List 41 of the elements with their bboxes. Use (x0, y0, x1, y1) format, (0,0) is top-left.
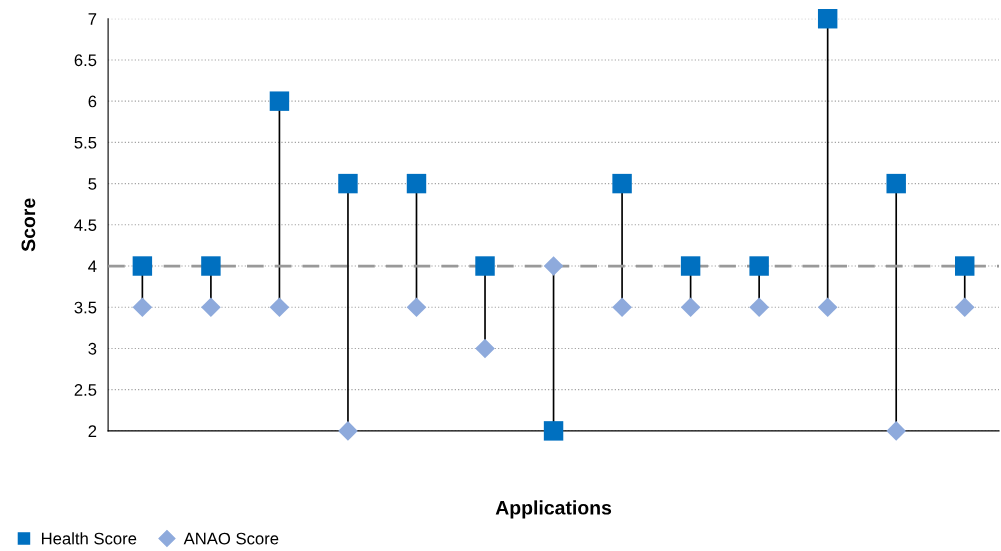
point (543, 421, 564, 441)
point (406, 297, 427, 318)
point (201, 297, 221, 318)
point (132, 256, 153, 276)
point (817, 9, 838, 29)
legend-label: ANAO Score (183, 532, 279, 545)
point (612, 173, 632, 194)
y-tick-label: 6.5 (74, 54, 97, 67)
y-tick-label: 7 (88, 13, 97, 25)
point (543, 256, 564, 276)
point (201, 256, 221, 276)
point (132, 297, 153, 318)
point (749, 297, 769, 318)
point (338, 173, 358, 194)
y-tick-label: 5 (88, 178, 97, 190)
x-axis-title: Applications (495, 500, 612, 519)
y-tick-label: 3 (88, 342, 97, 355)
point (338, 421, 358, 441)
point (680, 297, 701, 318)
point (269, 297, 290, 318)
y-tick-label: 2 (88, 425, 97, 437)
point (749, 256, 769, 276)
y-tick-label: 6 (88, 95, 97, 108)
y-tick-label: 4 (88, 260, 97, 273)
point (886, 173, 906, 194)
point (406, 173, 427, 194)
y-tick-label: 3.5 (74, 301, 97, 314)
point (680, 256, 701, 276)
point (269, 91, 290, 111)
point (954, 297, 975, 318)
point (817, 297, 838, 318)
point (475, 256, 495, 276)
point (886, 421, 907, 441)
legend-label: Health Score (41, 532, 137, 545)
y-tick-label: 2.5 (74, 384, 97, 396)
point (955, 256, 975, 276)
point (475, 338, 495, 359)
y-axis-title: Score (21, 198, 36, 252)
y-tick-label: 5.5 (74, 136, 97, 149)
point (612, 297, 632, 318)
y-tick-label: 4.5 (74, 219, 97, 232)
